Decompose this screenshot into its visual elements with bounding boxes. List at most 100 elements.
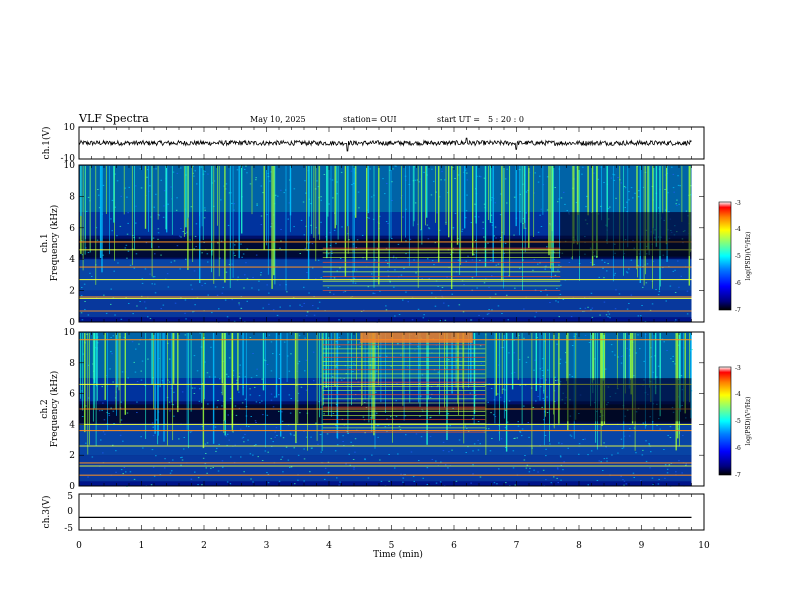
noise-speck	[404, 474, 406, 476]
noise-speck	[519, 384, 521, 386]
noise-speck	[168, 401, 171, 403]
noise-speck	[219, 257, 221, 259]
noise-speck	[339, 267, 341, 269]
noise-speck	[201, 425, 204, 427]
noise-speck	[270, 341, 273, 343]
noise-speck	[182, 231, 184, 232]
noise-speck	[230, 192, 232, 194]
noise-speck	[266, 284, 268, 286]
noise-speck	[289, 305, 291, 307]
noise-speck	[80, 295, 83, 297]
noise-speck	[490, 214, 493, 216]
noise-speck	[101, 386, 103, 388]
noise-speck	[353, 182, 355, 184]
noise-speck	[280, 458, 282, 460]
noise-speck	[162, 216, 165, 218]
noise-speck	[663, 449, 665, 450]
noise-speck	[261, 378, 263, 380]
noise-speck	[283, 192, 285, 194]
noise-speck	[396, 383, 398, 385]
y-tick-label: 6	[69, 390, 75, 400]
noise-speck	[483, 177, 486, 179]
noise-speck	[144, 268, 147, 270]
noise-speck	[487, 242, 489, 244]
noise-speck	[559, 363, 561, 365]
noise-speck	[620, 438, 623, 440]
noise-speck	[588, 342, 591, 343]
ch1-colorbar-tick-3: -3	[735, 200, 741, 207]
noise-speck	[413, 480, 415, 482]
noise-speck	[656, 376, 658, 378]
noise-speck	[152, 426, 154, 428]
noise-speck	[597, 178, 599, 180]
noise-speck	[327, 461, 330, 463]
noise-speck	[557, 269, 559, 271]
noise-speck	[141, 278, 144, 280]
ch3-waveform-frame	[78, 493, 705, 531]
noise-speck	[525, 467, 528, 469]
noise-speck	[146, 176, 148, 178]
noise-speck	[255, 401, 258, 403]
noise-speck	[114, 206, 116, 208]
noise-speck	[183, 437, 185, 438]
noise-speck	[623, 186, 626, 187]
noise-speck	[433, 264, 435, 266]
noise-speck	[355, 247, 358, 248]
noise-speck	[91, 276, 93, 277]
noise-speck	[317, 186, 320, 188]
noise-speck	[131, 341, 134, 343]
noise-speck	[252, 454, 254, 456]
noise-speck	[545, 448, 547, 450]
noise-speck	[203, 217, 206, 219]
noise-speck	[206, 472, 208, 474]
noise-speck	[617, 356, 619, 358]
noise-speck	[249, 394, 252, 396]
noise-speck	[557, 482, 559, 484]
noise-speck	[140, 187, 143, 189]
noise-speck	[102, 402, 104, 404]
noise-speck	[570, 435, 573, 437]
noise-speck	[664, 209, 667, 211]
noise-speck	[238, 372, 241, 374]
noise-speck	[316, 180, 318, 182]
noise-speck	[361, 234, 364, 236]
noise-speck	[584, 438, 586, 440]
noise-speck	[658, 291, 661, 293]
noise-speck	[227, 224, 230, 226]
noise-speck	[280, 229, 282, 230]
noise-speck	[205, 453, 207, 454]
noise-speck	[207, 173, 209, 175]
noise-speck	[617, 452, 619, 454]
noise-speck	[523, 405, 525, 407]
noise-speck	[310, 203, 312, 205]
noise-speck	[117, 262, 119, 264]
noise-speck	[225, 435, 227, 437]
noise-speck	[632, 197, 634, 199]
noise-speck	[519, 267, 521, 269]
noise-speck	[193, 175, 195, 177]
noise-speck	[628, 303, 630, 304]
noise-speck	[170, 186, 172, 188]
noise-speck	[204, 209, 206, 211]
noise-speck	[293, 434, 295, 436]
noise-speck	[441, 287, 444, 288]
noise-speck	[504, 242, 507, 244]
noise-speck	[263, 359, 266, 361]
noise-speck	[119, 407, 122, 409]
noise-speck	[226, 481, 229, 483]
noise-speck	[367, 477, 370, 479]
noise-speck	[416, 179, 419, 181]
ch1-spectrogram-ylabel-channel: ch.1	[40, 233, 50, 252]
noise-speck	[555, 300, 557, 302]
noise-speck	[644, 264, 646, 266]
noise-speck	[513, 234, 515, 236]
noise-speck	[371, 454, 373, 456]
noise-speck	[364, 458, 366, 460]
noise-speck	[147, 169, 149, 171]
noise-speck	[429, 435, 432, 437]
noise-speck	[479, 443, 481, 445]
noise-speck	[467, 446, 469, 448]
noise-speck	[498, 364, 500, 366]
noise-speck	[151, 449, 154, 451]
noise-speck	[402, 345, 405, 346]
